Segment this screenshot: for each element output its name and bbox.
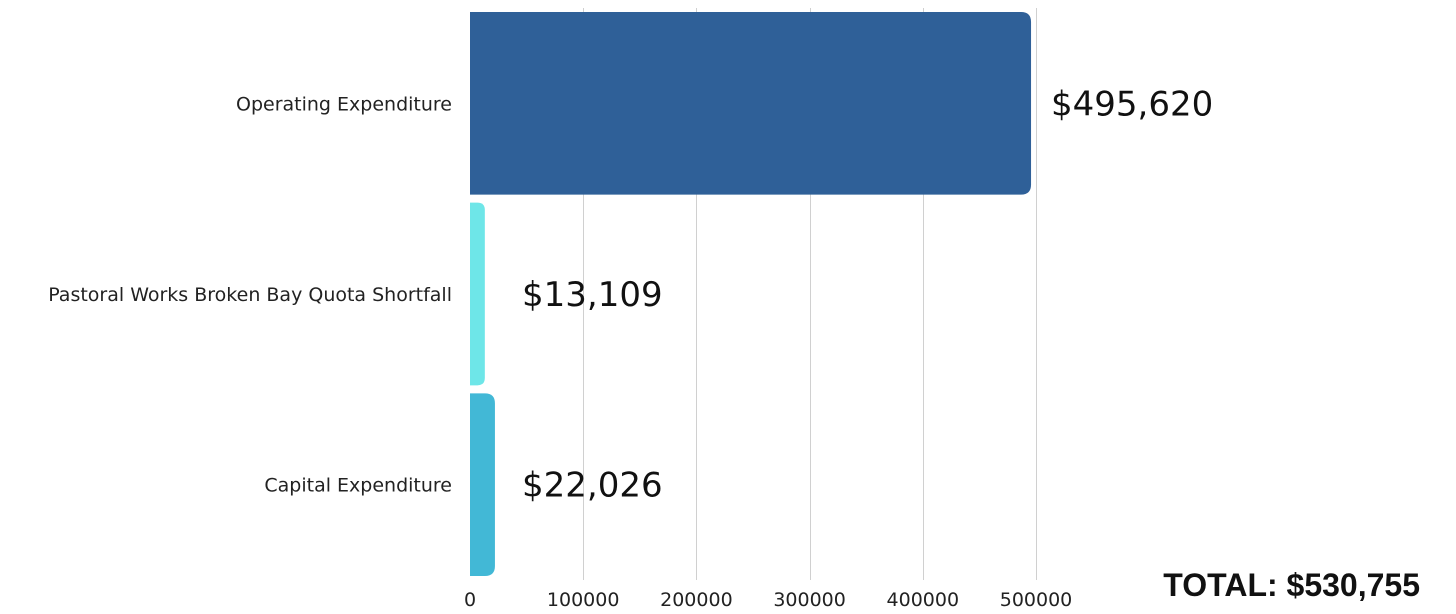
data-labels: $495,620 $13,109 $22,026 [522, 84, 1213, 505]
category-label-1: Operating Expenditure [236, 93, 452, 115]
data-label-3: $22,026 [522, 466, 663, 506]
category-labels: Operating Expenditure Pastoral Works Brok… [48, 93, 452, 496]
bar-2 [470, 202, 485, 386]
data-label-2: $13,109 [522, 275, 663, 315]
data-label-1: $495,620 [1051, 84, 1213, 124]
x-axis-tick-labels: 0 100000 200000 300000 400000 500000 [464, 589, 1073, 611]
total-label: TOTAL: $530,755 [1163, 567, 1420, 603]
category-label-3: Capital Expenditure [264, 475, 452, 497]
x-tick-label-200000: 200000 [660, 589, 733, 610]
x-tick-label-0: 0 [464, 589, 476, 610]
bar-1 [470, 12, 1032, 195]
x-tick-label-300000: 300000 [773, 589, 846, 610]
x-tick-label-400000: 400000 [887, 589, 960, 610]
category-label-2: Pastoral Works Broken Bay Quota Shortfal… [48, 284, 452, 306]
bar-3 [470, 393, 495, 576]
x-tick-label-100000: 100000 [547, 589, 620, 610]
x-tick-label-500000: 500000 [1000, 589, 1073, 610]
bar-layer [470, 12, 1032, 576]
